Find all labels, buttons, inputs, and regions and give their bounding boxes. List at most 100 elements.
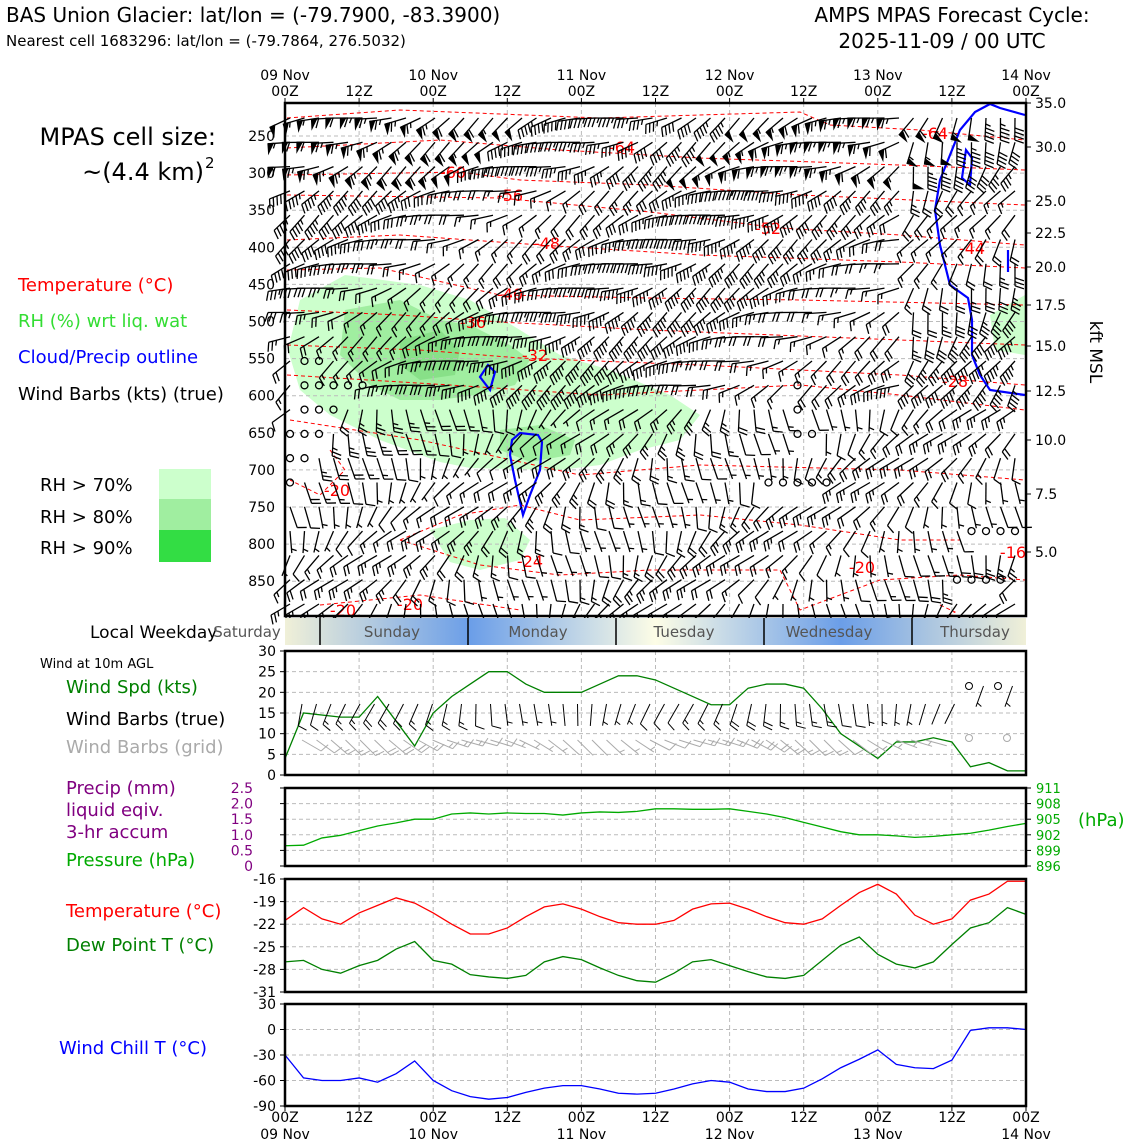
wind-barb (560, 506, 571, 534)
wind-barb (999, 482, 1009, 505)
barb-flag (999, 376, 1006, 386)
barb-half-flag (685, 564, 689, 571)
barb-flag (576, 288, 582, 298)
barb-pennant (339, 117, 347, 130)
barb-flag (355, 263, 360, 274)
barb-flag (588, 321, 591, 332)
barb-half-flag (530, 363, 533, 370)
wind-barb (661, 117, 682, 138)
barb-flag (654, 180, 661, 189)
barb-half-flag (688, 421, 693, 427)
barb-flag (489, 336, 495, 346)
barb-flag (904, 307, 913, 316)
barb-half-flag (378, 562, 381, 569)
barb-flag (696, 214, 702, 225)
barb-flag (532, 341, 535, 351)
barb-flag (624, 263, 629, 274)
barb-half-flag (768, 566, 772, 573)
barb-staff (896, 482, 914, 498)
barb-flag (496, 313, 501, 324)
barb-flag (533, 312, 538, 322)
barb-half-flag (560, 365, 565, 371)
barb-flag (264, 312, 269, 322)
barb-flag (529, 167, 534, 177)
temp-label: -20 (397, 595, 423, 614)
barb-flag (500, 166, 505, 177)
wind-barb (361, 482, 376, 507)
barb-flag (273, 594, 279, 604)
wind-barb (443, 166, 465, 188)
barb-staff (387, 554, 407, 569)
wind-barb (693, 433, 704, 461)
wind-barb (390, 166, 407, 192)
barb-flag (574, 445, 579, 455)
barb-half-flag (530, 121, 534, 127)
wind-barb (723, 287, 740, 313)
barb-flag (805, 288, 810, 299)
wind-barb (271, 409, 291, 432)
wind-barb (434, 433, 450, 457)
wind-barb (370, 214, 392, 233)
barb-staff (285, 190, 305, 203)
barb-flag (577, 118, 582, 129)
barb-flag (722, 545, 728, 555)
barb-flag (508, 576, 519, 581)
barb-flag (444, 389, 448, 399)
barb-flag (867, 375, 873, 385)
barb-flag (842, 470, 848, 480)
wind-barb (492, 409, 505, 435)
barb-flag (711, 455, 722, 459)
barb-half-flag (731, 522, 737, 528)
barb-staff (937, 433, 958, 446)
barb-staff (952, 433, 972, 447)
top-date-label: 11 Nov (557, 68, 607, 84)
barb-flag (482, 430, 493, 433)
barb-flag (845, 200, 851, 210)
barb-flag (407, 197, 411, 207)
wind-barb (750, 482, 761, 509)
barb-half-flag (345, 524, 352, 528)
barb-flag (518, 312, 524, 322)
wind-barb (826, 214, 842, 241)
barb-flag (436, 573, 444, 582)
barb-flag (544, 272, 547, 282)
barb-flag (636, 120, 640, 130)
barb-flag (659, 449, 667, 458)
calm-circle (952, 575, 962, 584)
wind-barb (765, 554, 784, 579)
barb-staff (550, 579, 558, 602)
barb-half-flag (592, 418, 596, 425)
barb-staff (842, 530, 857, 550)
barb-flag (971, 305, 981, 310)
barb-flag (601, 368, 608, 377)
barb-half-flag (872, 447, 877, 453)
wind-barb (476, 457, 494, 483)
barb-flag (529, 312, 534, 322)
barb-flag (705, 389, 709, 399)
barb-flag (487, 493, 492, 504)
barb-flag (796, 541, 801, 551)
barb-flag (941, 179, 951, 185)
wind-barb (274, 239, 291, 265)
barb-flag (607, 290, 611, 300)
barb-staff (750, 482, 755, 505)
legend-rh70: RH > 70% (40, 475, 133, 496)
barb-flag (872, 204, 879, 214)
wind-barb (940, 142, 953, 166)
barb-flag (762, 192, 766, 203)
barb-flag (981, 420, 985, 431)
wind-barb (927, 530, 938, 553)
wind-barb (390, 409, 404, 435)
barb-half-flag (889, 200, 893, 207)
barb-staff (505, 409, 509, 432)
barb-half-flag (607, 418, 610, 425)
barb-flag (622, 206, 629, 216)
barb-flag (751, 254, 758, 264)
barb-flag (572, 368, 579, 378)
barb-flag (899, 494, 905, 504)
barb-flag (569, 501, 577, 510)
wind-barb (419, 409, 437, 432)
barb-flag (343, 591, 348, 602)
barb-flag (969, 418, 973, 429)
forecast-cycle: 2025-11-09 / 00 UTC (838, 29, 1045, 53)
